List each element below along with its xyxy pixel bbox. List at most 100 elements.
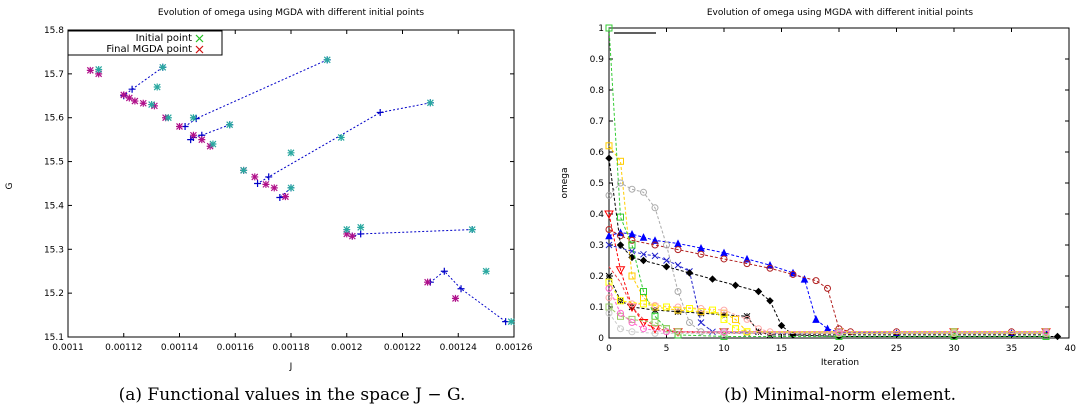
- y-tick-label: 0.8: [590, 86, 605, 96]
- data-point: [617, 309, 624, 317]
- data-point: [697, 309, 705, 317]
- chart-right: Evolution of omega using MGDA with diffe…: [560, 8, 1076, 405]
- trajectory-line: [184, 59, 328, 127]
- data-point: [800, 274, 809, 283]
- initial-point: [343, 226, 351, 234]
- x-tick-label: 25: [891, 344, 902, 354]
- data-point: [628, 272, 636, 280]
- series-line: [608, 288, 1046, 333]
- data-point: [720, 328, 728, 336]
- initial-point: [226, 121, 234, 129]
- right-caption: (b) Minimal-norm element.: [724, 385, 956, 405]
- left-y-axis-label: G: [5, 182, 15, 189]
- data-point: [640, 250, 647, 258]
- data-point: [651, 241, 659, 249]
- data-point: [605, 241, 613, 249]
- data-point: [674, 303, 682, 311]
- data-point: [697, 319, 705, 326]
- data-point: [651, 319, 659, 326]
- initial-point: [189, 114, 197, 122]
- data-point: [663, 328, 670, 336]
- x-tick-label: 35: [1006, 344, 1017, 354]
- final-point: [189, 131, 197, 139]
- initial-point: [323, 56, 331, 64]
- final-point: [95, 70, 103, 78]
- series-1: [605, 226, 1050, 336]
- data-point: [605, 231, 613, 240]
- trajectory-point: [376, 108, 384, 116]
- initial-point: [164, 114, 172, 122]
- initial-point: [357, 223, 365, 231]
- y-tick-label: 15.4: [44, 201, 64, 211]
- data-point: [1053, 332, 1062, 341]
- trajectory-point: [254, 180, 262, 187]
- data-point: [605, 309, 613, 317]
- data-point: [674, 261, 682, 269]
- data-point: [754, 287, 763, 296]
- data-point: [708, 275, 717, 283]
- x-tick-label: 0: [606, 344, 612, 354]
- final-point: [451, 294, 459, 302]
- final-point: [176, 122, 183, 130]
- y-tick-label: 0.2: [590, 272, 604, 282]
- series-line: [608, 312, 1046, 334]
- final-point: [139, 99, 147, 107]
- data-point: [663, 325, 670, 333]
- trajectory-line: [257, 102, 431, 184]
- x-tick-label: 0.0011: [52, 343, 84, 353]
- data-point: [697, 305, 705, 313]
- y-tick-label: 0.9: [590, 55, 605, 65]
- y-tick-label: 0.3: [590, 241, 604, 251]
- x-tick-label: 0.0012: [331, 343, 363, 353]
- y-tick-label: 0.4: [590, 210, 605, 220]
- data-point: [812, 315, 820, 323]
- data-point: [605, 24, 613, 32]
- series-line: [608, 266, 1046, 334]
- data-point: [628, 328, 636, 336]
- series-line: [608, 244, 1046, 334]
- series-14: [605, 284, 1050, 336]
- initial-point: [287, 184, 295, 192]
- series-line: [608, 229, 1046, 333]
- data-point: [640, 188, 647, 196]
- y-tick-label: 15.1: [44, 333, 64, 343]
- data-point: [743, 260, 751, 268]
- right-x-axis-label: Iteration: [821, 358, 859, 368]
- series-0: [605, 228, 1050, 337]
- right-y-axis-label: omega: [560, 167, 570, 198]
- data-point: [709, 306, 716, 314]
- x-tick-label: 0.00124: [440, 343, 477, 353]
- data-point: [663, 257, 670, 264]
- x-tick-label: 30: [948, 344, 960, 354]
- data-point: [605, 142, 613, 150]
- final-point: [262, 180, 270, 188]
- data-point: [605, 191, 613, 199]
- data-point: [950, 329, 958, 337]
- right-chart-title: Evolution of omega using MGDA with diffe…: [707, 8, 974, 18]
- x-tick-label: 0.00118: [272, 343, 309, 353]
- x-tick-label: 0.00126: [495, 343, 532, 353]
- data-point: [651, 252, 659, 260]
- x-tick-label: 5: [664, 344, 670, 354]
- data-point: [605, 154, 613, 162]
- data-point: [766, 264, 774, 272]
- data-point: [651, 204, 659, 212]
- data-point: [617, 157, 624, 165]
- data-point: [674, 306, 682, 314]
- x-tick-label: 0.00114: [161, 343, 198, 353]
- data-point: [617, 213, 624, 221]
- final-point: [198, 136, 206, 144]
- data-point: [616, 241, 625, 249]
- final-point: [424, 278, 432, 286]
- y-tick-label: 15.2: [44, 289, 64, 299]
- x-tick-label: 0.00112: [105, 343, 142, 353]
- left-chart-title: Evolution of omega using MGDA with diffe…: [158, 8, 425, 18]
- final-point: [131, 97, 139, 105]
- final-point: [150, 102, 158, 110]
- data-point: [605, 294, 613, 302]
- left-plot-frame: [67, 29, 515, 338]
- data-point: [812, 277, 820, 285]
- y-tick-label: 1: [598, 24, 604, 34]
- series-5: [604, 210, 1051, 337]
